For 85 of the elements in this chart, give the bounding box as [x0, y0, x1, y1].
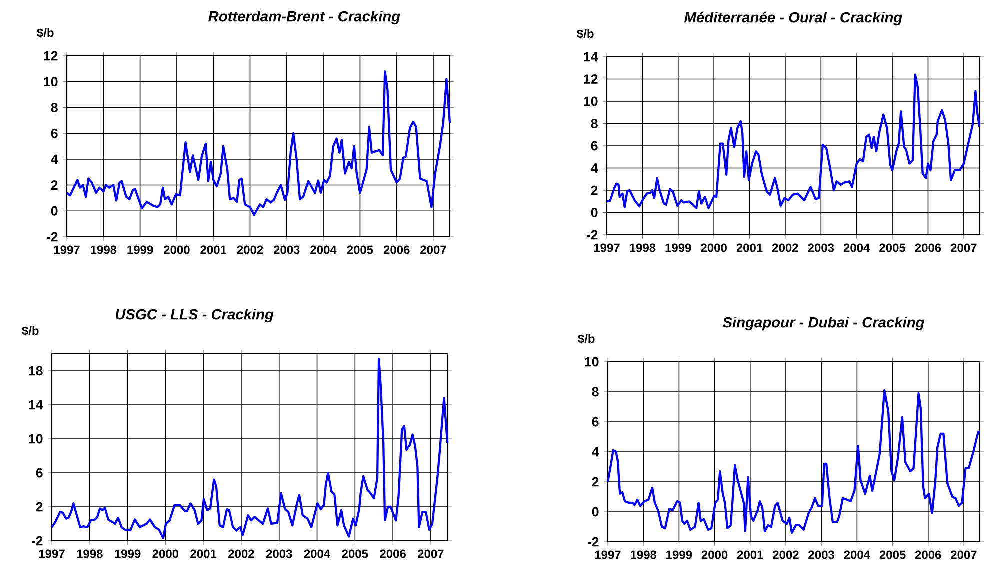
- y-axis-title: $/b: [578, 334, 595, 344]
- x-tick-label: 1997: [54, 246, 80, 254]
- x-tick-label: 2000: [164, 246, 190, 254]
- chart-title: Méditerranée - Oural - Cracking: [684, 12, 902, 26]
- y-tick-label: 8: [591, 119, 598, 128]
- x-tick-label: 1997: [595, 550, 621, 560]
- x-tick-label: 1999: [128, 246, 154, 254]
- y-tick-label: 6: [51, 128, 58, 138]
- y-tick-label: 12: [584, 74, 598, 84]
- x-tick-label: 2007: [420, 246, 446, 254]
- chart-title: Rotterdam-Brent - Cracking: [208, 10, 400, 25]
- x-tick-label: 2005: [347, 246, 374, 254]
- y-tick-label: 10: [44, 77, 58, 87]
- x-tick-label: 1997: [39, 550, 65, 558]
- line-series: [66, 70, 452, 216]
- x-tick-label: 2004: [310, 246, 337, 254]
- x-tick-label: 1998: [77, 550, 103, 558]
- y-tick-label: 10: [584, 96, 598, 106]
- y-tick-label: 6: [591, 141, 598, 151]
- x-tick-label: 1998: [631, 550, 657, 560]
- y-tick-label: 10: [29, 434, 43, 444]
- y-tick-label: 6: [592, 417, 599, 427]
- y-tick-label: 2: [592, 477, 599, 487]
- x-tick-label: 2005: [342, 550, 368, 558]
- x-tick-label: 1999: [666, 244, 692, 252]
- x-tick-label: 2004: [844, 550, 870, 560]
- x-tick-label: 2002: [772, 244, 798, 252]
- x-tick-label: 2006: [384, 246, 410, 254]
- x-tick-label: 2005: [880, 244, 906, 252]
- y-tick-label: -2: [588, 537, 599, 547]
- line-series: [606, 389, 980, 534]
- y-tick-label: 2: [591, 186, 598, 196]
- y-tick-label: 4: [591, 164, 598, 173]
- x-tick-label: 2003: [274, 246, 300, 254]
- x-tick-label: 1999: [666, 550, 692, 560]
- x-tick-label: 1998: [630, 244, 656, 252]
- y-tick-label: -2: [46, 232, 58, 242]
- y-tick-label: -2: [32, 536, 43, 546]
- x-tick-label: 2002: [228, 550, 254, 558]
- x-tick-label: 2001: [737, 550, 764, 560]
- y-tick-label: 6: [36, 468, 43, 478]
- y-tick-label: 18: [29, 366, 43, 376]
- y-axis-title: $/b: [577, 29, 594, 39]
- y-tick-label: 0: [592, 507, 599, 517]
- y-axis-title: $/b: [22, 326, 39, 336]
- x-tick-label: 2000: [701, 244, 727, 252]
- x-tick-label: 2006: [380, 550, 406, 558]
- x-tick-label: 2001: [190, 550, 217, 558]
- x-tick-label: 2003: [808, 550, 834, 560]
- x-tick-label: 2000: [152, 550, 179, 558]
- y-tick-label: 0: [51, 206, 58, 216]
- x-tick-label: 1999: [115, 550, 141, 558]
- x-tick-label: 2004: [844, 244, 870, 252]
- chart-title: USGC - LLS - Cracking: [116, 308, 274, 323]
- x-tick-label: 2003: [266, 550, 292, 558]
- x-tick-label: 2002: [237, 246, 264, 254]
- y-axis-title: $/b: [37, 28, 54, 38]
- x-tick-label: 1997: [594, 244, 620, 252]
- x-tick-label: 2001: [200, 246, 227, 254]
- x-tick-label: 2007: [418, 550, 444, 558]
- y-tick-label: 14: [584, 52, 598, 62]
- y-tick-label: -2: [586, 230, 598, 240]
- y-tick-label: 12: [44, 51, 58, 61]
- x-tick-label: 2003: [808, 244, 834, 252]
- x-tick-label: 2005: [880, 550, 906, 560]
- x-tick-label: 2007: [951, 550, 977, 560]
- x-tick-label: 2007: [951, 244, 977, 252]
- line-series: [606, 74, 981, 210]
- x-tick-label: 2006: [915, 244, 942, 252]
- chart-title: Singapour - Dubai - Cracking: [722, 316, 925, 331]
- y-tick-label: 0: [591, 208, 598, 218]
- y-tick-label: 2: [36, 502, 43, 512]
- y-tick-label: 14: [29, 400, 44, 410]
- y-tick-label: 10: [585, 357, 599, 367]
- x-tick-label: 2001: [736, 244, 763, 252]
- y-tick-label: 2: [51, 180, 58, 190]
- x-tick-label: 2004: [304, 550, 331, 558]
- x-tick-label: 2000: [702, 550, 728, 560]
- y-tick-label: 8: [51, 103, 58, 112]
- x-tick-label: 1998: [91, 246, 117, 254]
- x-tick-label: 2002: [773, 550, 799, 560]
- y-tick-label: 8: [592, 387, 599, 397]
- y-tick-label: 4: [51, 154, 58, 164]
- y-tick-label: 4: [592, 447, 600, 457]
- x-tick-label: 2006: [915, 550, 942, 560]
